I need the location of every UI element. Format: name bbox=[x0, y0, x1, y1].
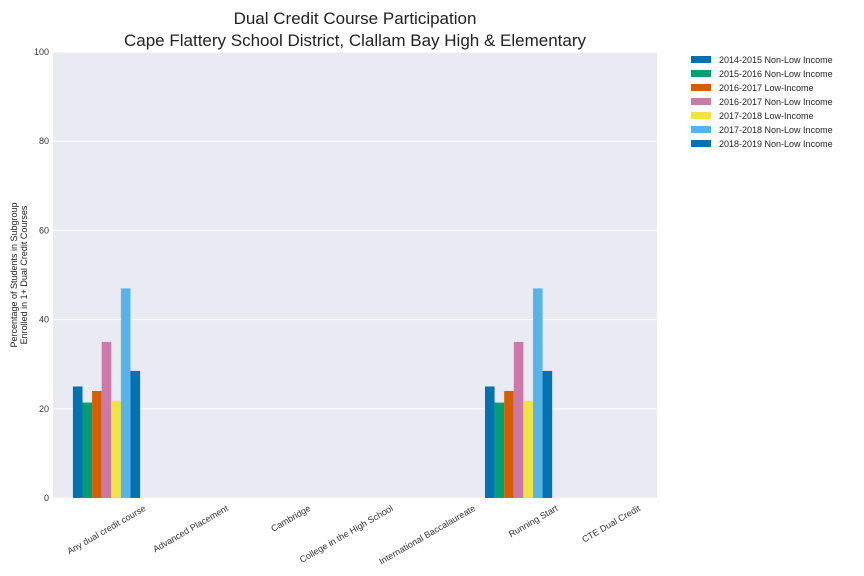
gridlines bbox=[53, 51, 657, 499]
legend-label: 2017-2018 Non-Low Income bbox=[719, 125, 833, 135]
legend-label: 2015-2016 Non-Low Income bbox=[719, 69, 833, 79]
x-tick-labels: Any dual credit course Advanced Placement… bbox=[65, 503, 642, 567]
x-tick-label: Any dual credit course bbox=[65, 503, 147, 556]
legend-label: 2018-2019 Non-Low Income bbox=[719, 139, 833, 149]
bar bbox=[130, 370, 141, 498]
y-tick-label: 0 bbox=[44, 493, 49, 503]
legend-label: 2016-2017 Low-Income bbox=[719, 83, 814, 93]
bar bbox=[513, 341, 524, 498]
y-axis-label-line1: Percentage of Students in Subgroup bbox=[9, 202, 19, 347]
plot-area bbox=[53, 52, 657, 498]
legend-swatch bbox=[691, 70, 711, 77]
x-tick-label: Running Start bbox=[507, 503, 560, 539]
bar bbox=[494, 402, 505, 498]
legend-label: 2017-2018 Low-Income bbox=[719, 111, 814, 121]
bar bbox=[92, 390, 102, 498]
legend-label: 2016-2017 Non-Low Income bbox=[719, 97, 833, 107]
bar bbox=[523, 400, 533, 498]
bar bbox=[484, 386, 495, 498]
legend-swatch bbox=[691, 112, 711, 119]
legend: 2014-2015 Non-Low Income 2015-2016 Non-Lo… bbox=[691, 55, 833, 149]
y-tick-label: 60 bbox=[39, 225, 49, 235]
bar bbox=[120, 288, 131, 498]
y-tick-label: 100 bbox=[34, 47, 49, 57]
x-tick-label: Cambridge bbox=[269, 503, 312, 534]
chart-subtitle: Cape Flattery School District, Clallam B… bbox=[124, 31, 586, 50]
x-tick-label: CTE Dual Credit bbox=[580, 503, 642, 545]
y-tick-label: 20 bbox=[39, 404, 49, 414]
y-tick-label: 40 bbox=[39, 315, 49, 325]
bar bbox=[504, 390, 514, 498]
legend-swatch bbox=[691, 98, 711, 105]
legend-swatch bbox=[691, 56, 711, 63]
legend-label: 2014-2015 Non-Low Income bbox=[719, 55, 833, 65]
y-tick-label: 80 bbox=[39, 136, 49, 146]
bar bbox=[532, 288, 543, 498]
legend-swatch bbox=[691, 126, 711, 133]
y-axis-label-line2: Enrolled in 1+ Dual Credit Courses bbox=[19, 205, 29, 344]
bars bbox=[72, 288, 553, 498]
x-tick-label: Advanced Placement bbox=[151, 503, 230, 554]
bar bbox=[111, 400, 121, 498]
chart-title: Dual Credit Course Participation bbox=[234, 9, 477, 28]
bar bbox=[82, 402, 93, 498]
legend-swatch bbox=[691, 140, 711, 147]
bar bbox=[101, 341, 112, 498]
y-tick-labels: 0 20 40 60 80 100 bbox=[34, 47, 49, 503]
bar bbox=[542, 370, 553, 498]
legend-swatch bbox=[691, 84, 711, 91]
bar bbox=[72, 386, 83, 498]
